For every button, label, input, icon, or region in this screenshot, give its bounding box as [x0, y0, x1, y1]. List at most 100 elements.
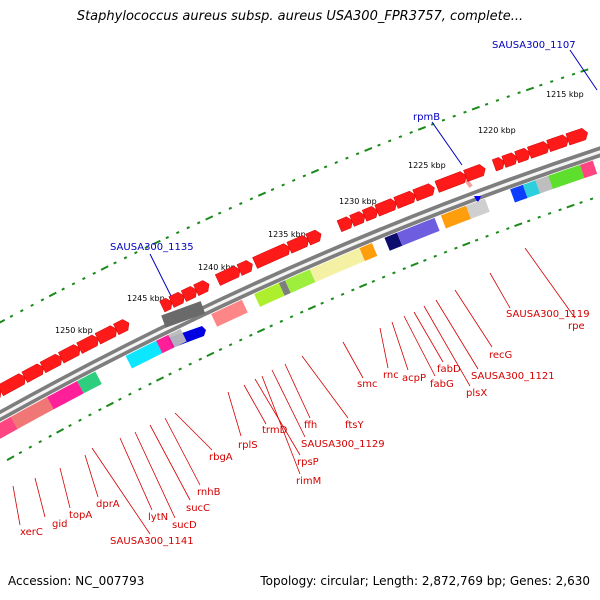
- inner-tick: [462, 241, 471, 247]
- gene-label-rpe[interactable]: rpe: [568, 321, 585, 332]
- inner-tick: [402, 267, 407, 271]
- gene-arrow: [514, 147, 531, 164]
- tick-label-1240: 1240 kbp: [198, 263, 236, 272]
- inner-tick: [78, 418, 82, 422]
- gene-label-smc[interactable]: smc: [357, 379, 377, 390]
- gene-label-rnc[interactable]: rnc: [383, 370, 399, 381]
- inner-tick: [359, 283, 368, 289]
- gene-arrow-track: [0, 128, 588, 398]
- outer-tick: [9, 314, 14, 318]
- gene-label-rpsp[interactable]: rpsP: [297, 457, 319, 468]
- gene-label-fabd[interactable]: fabD: [437, 364, 461, 375]
- gene-arrow: [159, 297, 173, 313]
- gene-label-recg[interactable]: recG: [489, 350, 512, 361]
- inner-tick: [249, 333, 253, 337]
- leader-line-rpmb: [431, 121, 463, 166]
- label-sausa300-1107[interactable]: SAUSA300_1107: [492, 40, 576, 51]
- gene-arrow: [252, 243, 291, 269]
- gene-label-acpp[interactable]: acpP: [402, 373, 426, 384]
- gene-leader-line: [403, 315, 436, 377]
- outer-tick: [291, 178, 296, 182]
- gene-label-plsx[interactable]: plsX: [466, 388, 487, 399]
- gene-label-topa[interactable]: topA: [69, 510, 92, 521]
- inner-tick: [256, 328, 266, 334]
- tick-label-1230: 1230 kbp: [339, 197, 377, 206]
- inner-tick: [485, 234, 489, 238]
- inner-tick: [289, 315, 294, 319]
- gene-leader-line: [342, 341, 364, 379]
- gene-label-rimm[interactable]: rimM: [296, 476, 321, 487]
- inner-tick: [371, 279, 376, 283]
- outer-tick: [281, 183, 285, 187]
- gene-leader-line: [84, 454, 99, 498]
- gene-label-sucd[interactable]: sucD: [172, 520, 197, 531]
- gene-label-gid[interactable]: gid: [52, 519, 67, 530]
- inner-tick: [6, 455, 15, 461]
- inner-tick: [566, 203, 575, 209]
- gene-arrow: [214, 265, 241, 286]
- gene-label-rnhb[interactable]: rnhB: [197, 487, 221, 498]
- inner-tick: [48, 434, 52, 438]
- outer-tick: [20, 309, 24, 313]
- inner-tick: [410, 262, 419, 267]
- gene-label-lytn[interactable]: lytN: [148, 512, 168, 523]
- inner-tick: [474, 238, 479, 242]
- gene-label-rbga[interactable]: rbgA: [209, 452, 233, 463]
- tick-label-1215: 1215 kbp: [546, 90, 584, 99]
- tick-label-1220: 1220 kbp: [478, 126, 516, 135]
- gene-arrow: [565, 128, 588, 146]
- label-rpmb[interactable]: rpmB: [413, 112, 440, 123]
- inner-feature-tracks: [0, 160, 598, 439]
- feature-segment: [359, 242, 378, 262]
- outer-tick: [196, 221, 201, 225]
- outer-tick: [257, 191, 267, 197]
- outer-tick: [165, 236, 170, 240]
- outer-tick: [152, 239, 161, 246]
- gene-leader-line: [435, 299, 479, 370]
- gene-label-ffh[interactable]: ffh: [304, 420, 317, 431]
- gene-arrow: [349, 211, 366, 227]
- gene-arrow: [21, 363, 44, 383]
- inner-tick: [148, 382, 152, 386]
- gene-label-xerc[interactable]: xerC: [20, 527, 43, 538]
- feature-segment: [125, 340, 163, 369]
- inner-tick: [218, 348, 223, 352]
- gene-leader-line: [391, 321, 409, 371]
- inner-tick: [351, 288, 355, 292]
- gene-label-ftsy[interactable]: ftsY: [345, 420, 364, 431]
- inner-tick: [105, 401, 114, 408]
- inner-tick: [392, 271, 396, 275]
- tick-labels: 1215 kbp 1220 kbp 1225 kbp 1230 kbp 1235…: [55, 90, 584, 335]
- outer-tick: [310, 168, 320, 174]
- gene-label-succ[interactable]: sucC: [186, 503, 210, 514]
- gene-leader-line: [59, 467, 71, 509]
- gene-label-sausa300-1129[interactable]: SAUSA300_1129: [301, 439, 385, 450]
- gene-arrow: [94, 325, 117, 345]
- gene-label-fabg[interactable]: fabG: [430, 379, 454, 390]
- outer-tick: [144, 246, 149, 250]
- outer-tick: [134, 251, 138, 255]
- gene-label-sausa300-1121[interactable]: SAUSA300_1121: [471, 371, 555, 382]
- gene-label-trmd[interactable]: trmD: [262, 425, 288, 436]
- gene-label-sausa300-1141[interactable]: SAUSA300_1141: [110, 536, 194, 547]
- gene-leader-line: [164, 417, 201, 486]
- outer-tick: [302, 174, 307, 178]
- label-sausa300-1135[interactable]: SAUSA300_1135: [110, 242, 194, 253]
- inner-tick: [526, 219, 531, 223]
- inner-tick: [340, 292, 345, 296]
- gene-arrow: [286, 235, 309, 254]
- feature-segment: [211, 299, 248, 327]
- map-title: Staphylococcus aureus subsp. aureus USA3…: [76, 9, 524, 24]
- gene-label-dpra[interactable]: dprA: [96, 499, 120, 510]
- gene-leader-line: [423, 305, 471, 387]
- outer-tick: [364, 147, 373, 152]
- feature-segment: [309, 248, 365, 283]
- gene-label-rpls[interactable]: rplS: [238, 440, 258, 451]
- inner-tick: [118, 397, 122, 401]
- outer-tick: [484, 102, 489, 106]
- gene-leader-line: [271, 369, 306, 438]
- outer-tick: [355, 152, 360, 156]
- gene-leader-line: [227, 391, 242, 437]
- gene-label-sausa300-1119[interactable]: SAUSA300_1119: [506, 309, 590, 320]
